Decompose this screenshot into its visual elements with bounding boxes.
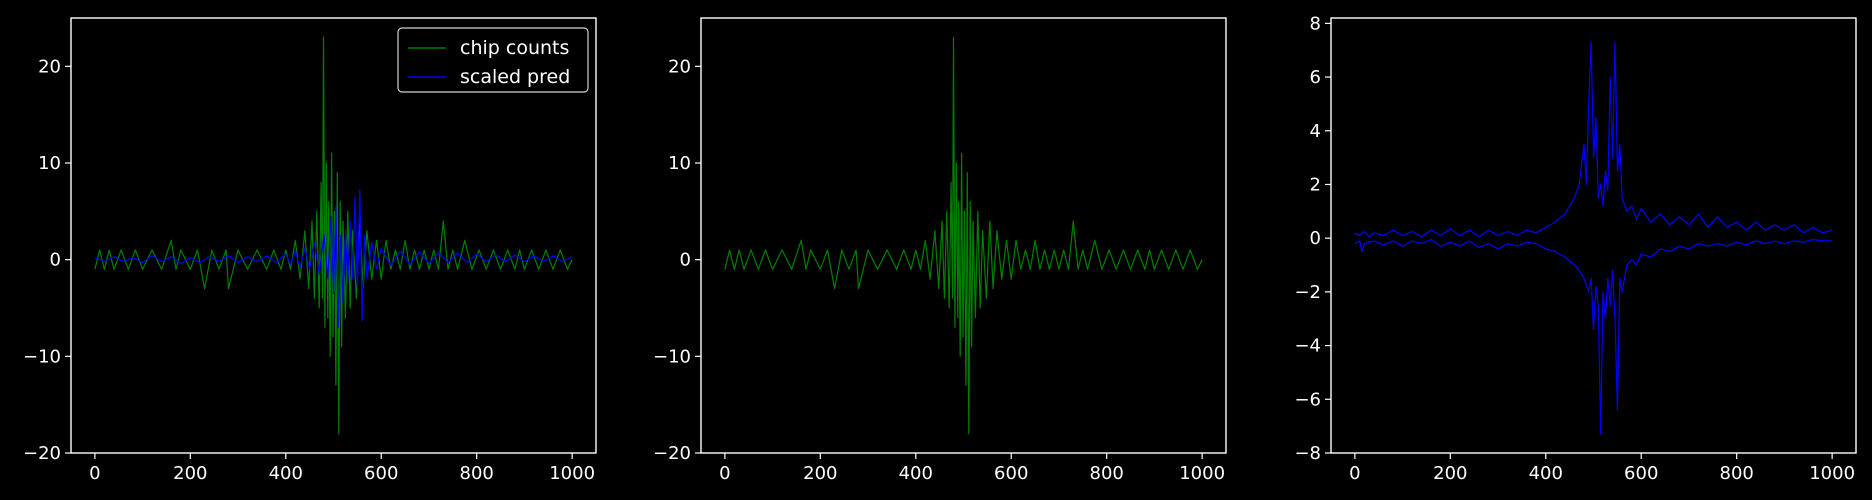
y-tick-label: 20	[668, 56, 691, 77]
x-tick-label: 600	[994, 463, 1028, 484]
y-tick-label: 0	[1310, 228, 1321, 249]
x-tick-label: 0	[89, 463, 100, 484]
legend: chip counts scaled pred	[397, 27, 589, 93]
x-tick-label: 200	[803, 463, 837, 484]
plot-area	[724, 36, 1203, 435]
series-line-1	[94, 36, 573, 435]
x-tick-label: 600	[364, 463, 398, 484]
series-line-2	[94, 189, 573, 328]
x-tick-label: 200	[173, 463, 207, 484]
x-tick-label: 600	[1624, 463, 1658, 484]
plot-area	[94, 36, 573, 435]
x-tick-label: 400	[899, 463, 933, 484]
y-tick-label: −2	[1294, 282, 1321, 303]
axes-frame	[1330, 17, 1857, 454]
x-tick-label: 400	[269, 463, 303, 484]
y-tick-label: −4	[1294, 336, 1321, 357]
series-line-1	[1354, 41, 1833, 238]
x-tick-label: 1000	[549, 463, 595, 484]
y-tick-label: 8	[1310, 13, 1321, 34]
series-line-1	[724, 36, 1203, 435]
axes-frame	[700, 17, 1227, 454]
x-tick-label: 1000	[1809, 463, 1855, 484]
y-tick-label: −20	[653, 443, 691, 464]
y-tick-label: 20	[38, 56, 61, 77]
plot-area	[1354, 41, 1833, 435]
legend-label-1: chip counts	[460, 37, 569, 59]
x-tick-label: 800	[1720, 463, 1754, 484]
legend-label-2: scaled pred	[460, 66, 570, 88]
y-tick-label: 0	[50, 250, 61, 271]
x-tick-label: 800	[460, 463, 494, 484]
y-tick-label: −6	[1294, 389, 1321, 410]
y-tick-label: 0	[680, 250, 691, 271]
x-tick-label: 0	[1349, 463, 1360, 484]
chart-1: 0 200 400 600 800 1000 −20 −10 0 10 20 chip counts s…	[23, 17, 597, 484]
x-tick-label: 0	[719, 463, 730, 484]
x-tick-label: 800	[1090, 463, 1124, 484]
x-tick-label: 200	[1433, 463, 1467, 484]
chart-2: 0 200 400 600 800 1000 −20 −10 0 10 20	[653, 17, 1227, 484]
y-tick-label: 6	[1310, 67, 1321, 88]
x-tick-label: 1000	[1179, 463, 1225, 484]
series-line-2	[1354, 238, 1833, 435]
chart-3: 0 200 400 600 800 1000 −8 −6 −4 −2 0 2 4 6 8	[1294, 13, 1857, 484]
y-tick-label: 10	[38, 153, 61, 174]
x-tick-label: 400	[1529, 463, 1563, 484]
legend-box	[397, 27, 589, 93]
y-tick-label: 4	[1310, 121, 1321, 142]
y-tick-label: −10	[653, 346, 691, 367]
axes-frame	[70, 17, 597, 454]
y-tick-label: 10	[668, 153, 691, 174]
y-tick-label: −8	[1294, 443, 1321, 464]
y-tick-label: 2	[1310, 174, 1321, 195]
y-tick-label: −20	[23, 443, 61, 464]
y-tick-label: −10	[23, 346, 61, 367]
